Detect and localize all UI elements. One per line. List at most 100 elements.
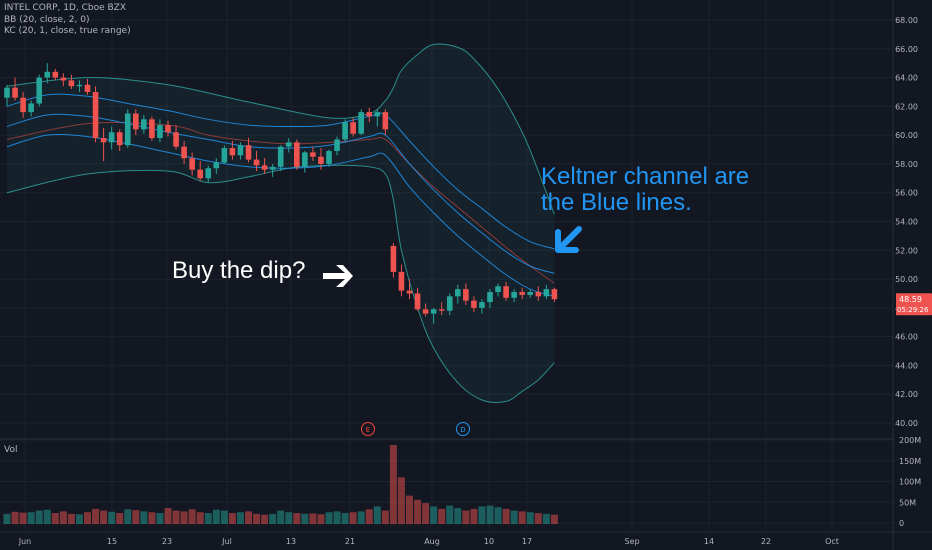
candle-body bbox=[294, 142, 300, 167]
candle-body bbox=[334, 139, 340, 151]
volume-bar bbox=[406, 495, 413, 524]
candle-body bbox=[342, 122, 348, 140]
y-tick-label: 50.00 bbox=[895, 275, 918, 284]
volume-bar bbox=[502, 508, 510, 524]
x-tick-label: Jun bbox=[18, 537, 32, 546]
candle bbox=[326, 149, 332, 167]
y-tick-label: 64.00 bbox=[895, 74, 918, 83]
volume-bar bbox=[534, 513, 542, 524]
candle bbox=[189, 152, 195, 176]
x-tick-label: 21 bbox=[345, 537, 355, 546]
candle-body bbox=[245, 145, 252, 160]
candle-body bbox=[487, 292, 493, 303]
candle-body bbox=[229, 148, 236, 156]
candle bbox=[398, 264, 405, 297]
volume-bar bbox=[196, 512, 204, 524]
candle bbox=[527, 289, 534, 298]
candle bbox=[149, 116, 155, 141]
candle-body bbox=[438, 309, 445, 311]
volume-bar bbox=[108, 511, 116, 524]
y-tick-label: 42.00 bbox=[895, 390, 918, 399]
candle bbox=[237, 142, 244, 160]
volume-bar bbox=[341, 513, 349, 524]
price-badge-price: 48.59 bbox=[899, 295, 922, 304]
volume-bar bbox=[446, 505, 454, 524]
y-tick-label: 54.00 bbox=[895, 218, 918, 227]
candle-body bbox=[181, 146, 187, 159]
candle-body bbox=[390, 245, 397, 272]
volume-bar bbox=[526, 512, 534, 524]
candle-body bbox=[422, 309, 429, 314]
volume-bar bbox=[124, 509, 132, 524]
volume-bar bbox=[518, 511, 526, 524]
legend-bollinger[interactable]: BB (20, close, 2, 0) bbox=[4, 14, 90, 25]
candle bbox=[181, 140, 187, 164]
candle-body bbox=[12, 87, 18, 98]
volume-bar bbox=[422, 503, 430, 524]
bollinger-basis-line bbox=[6, 122, 555, 284]
candle bbox=[455, 284, 461, 304]
volume-bar bbox=[11, 511, 19, 524]
candle-body bbox=[527, 292, 534, 295]
volume-bar bbox=[27, 512, 35, 524]
candle bbox=[318, 148, 324, 170]
candle-body bbox=[382, 112, 389, 130]
price-axis-panel bbox=[893, 0, 932, 550]
candle bbox=[543, 284, 550, 300]
candle bbox=[213, 158, 220, 175]
legend-symbol[interactable]: INTEL CORP, 1D, Cboe BZX bbox=[4, 3, 127, 13]
volume-bar bbox=[510, 510, 518, 524]
candle bbox=[350, 117, 356, 137]
candle bbox=[285, 138, 292, 153]
candle bbox=[253, 150, 260, 172]
event-marker-label: E bbox=[366, 426, 370, 434]
volume-bars bbox=[3, 444, 558, 524]
candle bbox=[310, 146, 316, 162]
volume-bar bbox=[172, 510, 180, 524]
candle bbox=[133, 109, 139, 136]
candle bbox=[374, 109, 381, 127]
x-tick-label: 22 bbox=[761, 537, 771, 546]
candle bbox=[108, 126, 115, 150]
bollinger-lower-line bbox=[6, 164, 555, 403]
candle-body bbox=[213, 162, 220, 169]
candle-body bbox=[253, 159, 260, 166]
bollinger-band-fill bbox=[7, 44, 555, 403]
candle-body bbox=[302, 152, 308, 167]
volume-tick-label: 50M bbox=[899, 498, 916, 507]
candle-body bbox=[471, 300, 477, 308]
candle bbox=[463, 283, 469, 305]
candle bbox=[519, 287, 525, 300]
volume-bar bbox=[486, 505, 494, 524]
volume-bar bbox=[19, 512, 27, 524]
volume-bar bbox=[301, 513, 309, 524]
candle-body bbox=[4, 87, 10, 98]
volume-bar bbox=[164, 508, 172, 524]
annotation-keltner-line-2: the Blue lines. bbox=[541, 189, 692, 216]
candle bbox=[100, 127, 107, 162]
candle bbox=[358, 109, 364, 136]
volume-label[interactable]: Vol bbox=[4, 445, 18, 455]
candle-body bbox=[318, 156, 324, 164]
candle bbox=[422, 303, 429, 317]
candle-body bbox=[84, 84, 91, 92]
volume-bar bbox=[51, 513, 59, 524]
volume-bar bbox=[550, 514, 558, 524]
y-tick-label: 52.00 bbox=[895, 246, 918, 255]
volume-bar bbox=[389, 444, 397, 524]
arrow-down-left-icon bbox=[555, 226, 582, 253]
volume-bar bbox=[228, 513, 236, 524]
volume-bar bbox=[454, 508, 462, 524]
volume-bar bbox=[156, 513, 164, 524]
candle bbox=[430, 307, 437, 324]
legend-keltner[interactable]: KC (20, 1, close, true range) bbox=[4, 26, 131, 36]
candle bbox=[302, 150, 308, 173]
volume-bar bbox=[245, 511, 252, 524]
candle bbox=[342, 119, 348, 143]
candle-body bbox=[406, 290, 413, 294]
annotation-arrows bbox=[323, 226, 582, 287]
annotation-buy-the-dip: Buy the dip? bbox=[172, 257, 306, 284]
volume-bar bbox=[59, 511, 67, 524]
